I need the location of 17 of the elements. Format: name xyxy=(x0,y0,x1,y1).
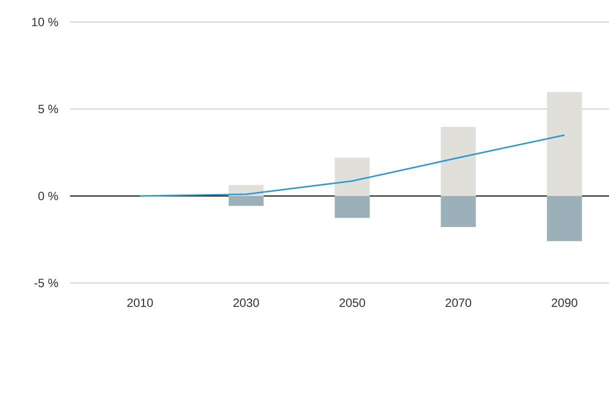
bar xyxy=(546,196,582,242)
bar xyxy=(440,196,476,227)
bar xyxy=(440,126,476,196)
x-tick-label: 2030 xyxy=(233,298,259,307)
x-tick-label: 2090 xyxy=(552,298,578,307)
y-tick-label: 0 % xyxy=(38,192,58,200)
bar xyxy=(228,196,264,206)
line-series xyxy=(139,134,566,197)
bar xyxy=(546,92,582,196)
x-tick-label: 2010 xyxy=(127,298,153,307)
bar xyxy=(334,196,370,218)
y-tick-label: 10 % xyxy=(32,18,58,26)
x-tick-label: 2070 xyxy=(446,298,472,307)
x-tick-label: 2050 xyxy=(340,298,366,307)
y-tick-label: -5 % xyxy=(34,278,58,288)
bar xyxy=(334,158,370,196)
y-tick-label: 5 % xyxy=(38,104,58,114)
